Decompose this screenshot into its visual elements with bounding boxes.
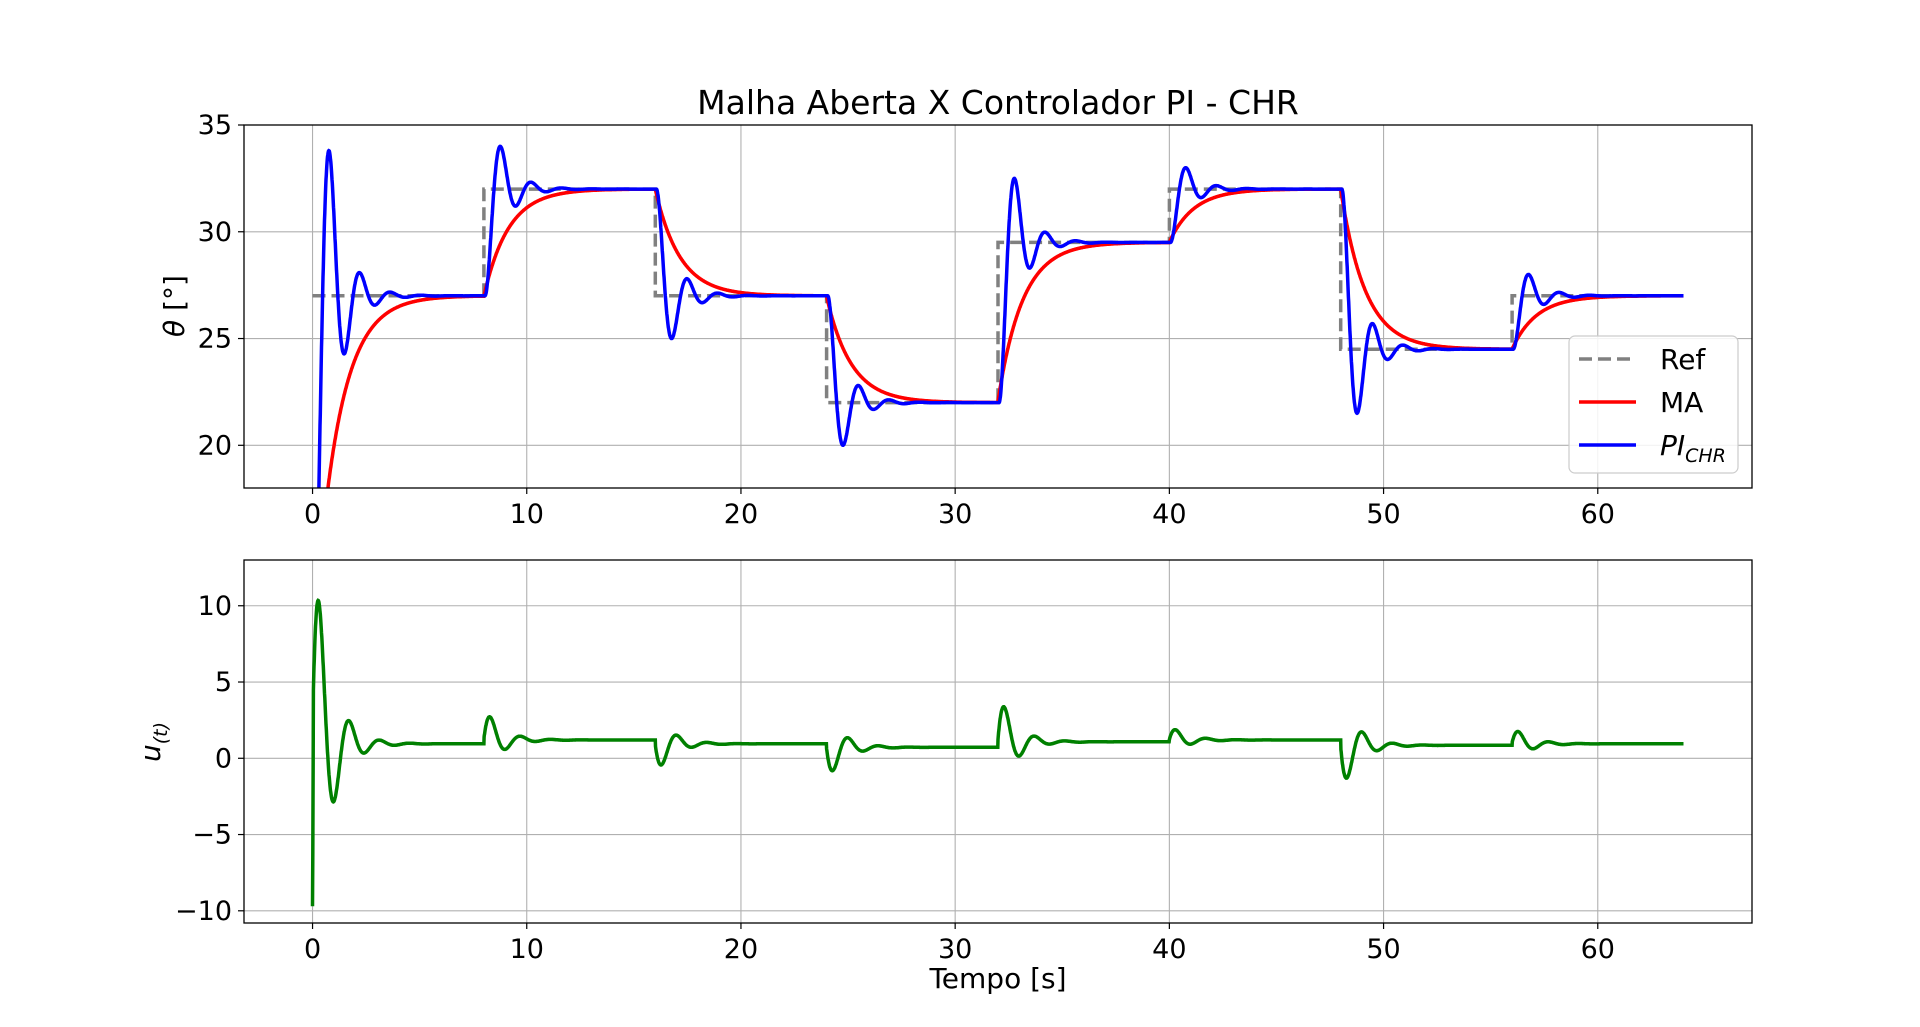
top-plot: 0 10 20 30 40 50 60 20 25 30 35 Malha Aberta X Con… [158, 83, 1753, 530]
top-x-tick-label: 20 [724, 499, 758, 530]
legend: Ref MA PICHR [1568, 335, 1739, 474]
bottom-tick-labels: 0 10 20 30 40 50 60 −10 −5 0 5 10 [175, 591, 1615, 965]
u-series-line [310, 598, 1684, 907]
legend-ref-label: Ref [1660, 343, 1706, 376]
bottom-x-tick-label: 40 [1152, 934, 1186, 965]
top-y-axis-unit: [°] [158, 275, 191, 311]
top-x-tick-label: 0 [304, 499, 321, 530]
bottom-y-axis-label: u(t) [134, 722, 172, 762]
top-x-tick-label: 60 [1581, 499, 1615, 530]
bottom-x-tick-label: 50 [1366, 934, 1400, 965]
bottom-y-tick-label: −10 [175, 896, 232, 927]
bottom-y-tick-label: −5 [192, 820, 232, 851]
bottom-x-tick-label: 0 [304, 934, 321, 965]
bottom-x-tick-label: 10 [510, 934, 544, 965]
top-x-tick-label: 10 [510, 499, 544, 530]
top-y-axis-symbol: θ [158, 320, 191, 337]
top-y-tick-label: 25 [198, 324, 232, 355]
bottom-grid [244, 560, 1752, 923]
top-tick-labels: 0 10 20 30 40 50 60 20 25 30 35 [198, 110, 1615, 530]
legend-ma-label: MA [1660, 386, 1703, 419]
top-y-tick-label: 20 [198, 430, 232, 461]
legend-pi-base: PI [1660, 429, 1685, 462]
top-x-tick-label: 40 [1152, 499, 1186, 530]
legend-box [1568, 335, 1739, 474]
pi-chr-series-line [317, 144, 1684, 488]
bottom-plot: 0 10 20 30 40 50 60 −10 −5 0 5 10 Tempo [s] u(t) [134, 559, 1753, 995]
bottom-y-tick-label: 10 [198, 591, 232, 622]
legend-pi-label: PICHR [1660, 429, 1726, 467]
x-axis-label: Tempo [s] [928, 962, 1066, 995]
chart-title: Malha Aberta X Controlador PI - CHR [697, 83, 1299, 122]
bottom-x-tick-label: 20 [724, 934, 758, 965]
top-y-tick-label: 35 [198, 110, 232, 141]
bottom-axes-frame [243, 559, 1753, 924]
top-axes-frame [243, 124, 1753, 489]
legend-pi-sub: CHR [1685, 445, 1726, 467]
bottom-x-tick-label: 30 [938, 934, 972, 965]
top-x-tick-label: 30 [938, 499, 972, 530]
top-x-tick-label: 50 [1366, 499, 1400, 530]
bottom-y-axis-base: u [134, 744, 167, 762]
top-y-tick-label: 30 [198, 217, 232, 248]
bottom-y-axis-sub: (t) [150, 722, 172, 744]
top-y-axis-label: θ [°] [158, 275, 191, 337]
bottom-x-tick-label: 60 [1581, 934, 1615, 965]
bottom-y-tick-label: 0 [215, 743, 232, 774]
bottom-y-tick-label: 5 [215, 667, 232, 698]
